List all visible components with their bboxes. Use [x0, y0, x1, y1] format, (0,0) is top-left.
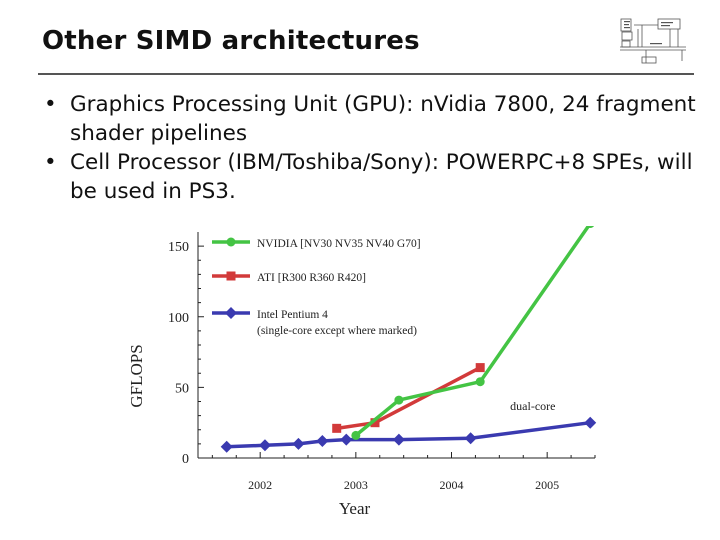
x-tick-label: 2004: [440, 478, 464, 492]
title-divider: [38, 73, 694, 75]
bullet-item: • Graphics Processing Unit (GPU): nVidia …: [44, 90, 704, 148]
circuit-diagram-logo-icon: [620, 18, 686, 64]
data-point: [351, 430, 361, 440]
data-point: [370, 418, 380, 428]
data-point: [332, 423, 342, 433]
y-tick-label: 0: [182, 452, 189, 467]
data-point: [475, 363, 485, 373]
bullet-text: Graphics Processing Unit (GPU): nVidia 7…: [70, 92, 696, 146]
gflops-line-chart: 0 50 100 150 2002 2003 2004 2005 Year GFLOPS NVID…: [127, 226, 597, 518]
x-tick-label: 2003: [344, 478, 368, 492]
legend-swatch-marker: [226, 271, 236, 281]
x-tick-label: 2005: [535, 478, 559, 492]
chart-legend: NVIDIA [NV30 NV35 NV40 G70] ATI [R300 R36…: [212, 237, 421, 337]
legend-label: NVIDIA [NV30 NV35 NV40 G70]: [257, 238, 421, 250]
data-point: [586, 226, 594, 229]
legend-sublabel: (single-core except where marked): [257, 325, 417, 337]
data-point: [220, 440, 233, 453]
data-point: [584, 416, 597, 429]
data-point: [340, 433, 353, 446]
bullet-marker: •: [44, 150, 57, 175]
series-line: [354, 226, 591, 437]
legend-swatch-marker: [226, 237, 236, 247]
data-point: [394, 395, 404, 405]
data-point: [392, 433, 405, 446]
y-axis-label: GFLOPS: [127, 344, 146, 407]
data-point: [258, 439, 271, 452]
y-tick-label: 150: [168, 240, 189, 255]
annotation-label: dual-core: [510, 399, 555, 413]
chart-axes: 0 50 100 150 2002 2003 2004 2005 Year GFLOPS: [127, 232, 596, 518]
series-diamond: [220, 416, 597, 453]
chart-annotations: dual-core: [510, 399, 555, 413]
series-square: [332, 363, 485, 433]
x-tick-label: 2002: [248, 478, 272, 492]
legend-swatch-marker: [225, 307, 237, 319]
chart-series: [220, 226, 597, 453]
bullet-marker: •: [44, 92, 57, 117]
data-point: [292, 437, 305, 450]
series-circle: [351, 226, 594, 440]
series-line: [226, 420, 591, 449]
x-axis-label: Year: [339, 499, 371, 518]
bullet-text: Cell Processor (IBM/Toshiba/Sony): POWER…: [70, 150, 693, 204]
data-point: [475, 377, 485, 387]
y-tick-label: 50: [175, 381, 189, 396]
data-point: [464, 432, 477, 445]
data-point: [316, 435, 329, 448]
bullet-list: • Graphics Processing Unit (GPU): nVidia …: [44, 90, 704, 206]
legend-label: ATI [R300 R360 R420]: [257, 272, 366, 284]
bullet-item: • Cell Processor (IBM/Toshiba/Sony): POWE…: [44, 148, 704, 206]
slide-title: Other SIMD architectures: [42, 26, 420, 56]
y-tick-label: 100: [168, 311, 189, 326]
legend-label: Intel Pentium 4: [257, 309, 328, 321]
